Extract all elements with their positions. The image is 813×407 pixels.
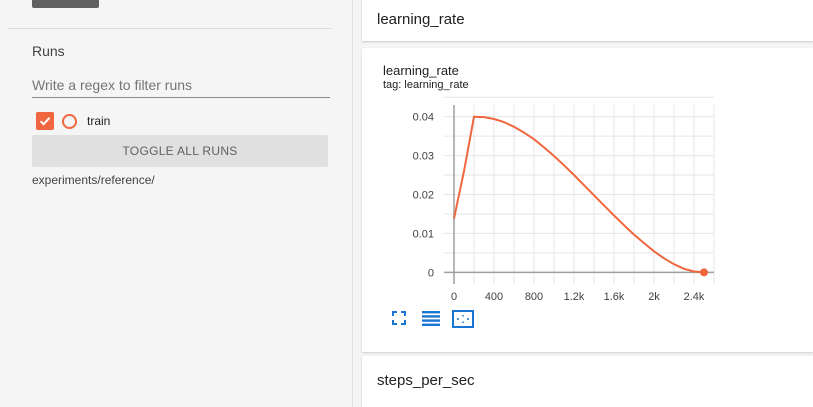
lines-icon[interactable] — [422, 310, 440, 326]
line-chart[interactable]: 0 0.01 0.02 0.03 0.04 0 400 800 1.2k 1.6k 2k 2.4k — [362, 48, 813, 308]
x-tick-label: 1.2k — [564, 291, 585, 303]
y-tick-label: 0.02 — [413, 190, 434, 202]
run-checkbox[interactable] — [36, 112, 54, 130]
chart-tag: tag: learning_rate — [383, 79, 469, 91]
experiment-path: experiments/reference/ — [32, 173, 155, 187]
section-header-title: steps_per_sec — [377, 372, 475, 389]
x-tick-label: 0 — [451, 291, 457, 303]
sidebar: Runs train TOGGLE ALL RUNS experiments/r… — [0, 0, 353, 407]
section-header-steps-per-sec[interactable]: steps_per_sec — [362, 356, 813, 407]
fit-domain-icon[interactable] — [452, 310, 474, 328]
runs-title: Runs — [32, 43, 65, 59]
x-tick-label: 2.4k — [684, 291, 705, 303]
y-tick-label: 0.04 — [413, 112, 434, 124]
main-content: learning_rate learning_rate tag: learnin… — [362, 0, 813, 407]
series-line-train — [453, 115, 705, 274]
section-header-learning-rate[interactable]: learning_rate — [362, 0, 813, 41]
checkmark-icon — [39, 117, 51, 126]
y-tick-label: 0.01 — [413, 228, 434, 240]
x-tick-label: 400 — [485, 291, 503, 303]
y-tick-label: 0.03 — [413, 151, 434, 163]
series-end-point — [700, 268, 708, 277]
x-tick-label: 800 — [525, 291, 543, 303]
sidebar-divider — [8, 28, 332, 29]
x-tick-label: 2k — [648, 291, 660, 303]
y-tick-label: 0 — [428, 267, 434, 279]
sidebar-top-button[interactable] — [32, 0, 99, 8]
toggle-all-runs-button[interactable]: TOGGLE ALL RUNS — [32, 135, 328, 167]
chart-card: learning_rate tag: learning_rate 0 0.01 0.… — [362, 48, 813, 352]
run-item-train[interactable]: train — [36, 111, 110, 131]
run-filter-input[interactable] — [32, 73, 330, 98]
chart-title: learning_rate — [383, 63, 459, 78]
fullscreen-icon[interactable] — [391, 310, 407, 326]
section-header-title: learning_rate — [377, 11, 465, 28]
x-tick-label: 1.6k — [604, 291, 625, 303]
run-label: train — [87, 114, 111, 128]
run-color-picker[interactable] — [62, 113, 77, 129]
